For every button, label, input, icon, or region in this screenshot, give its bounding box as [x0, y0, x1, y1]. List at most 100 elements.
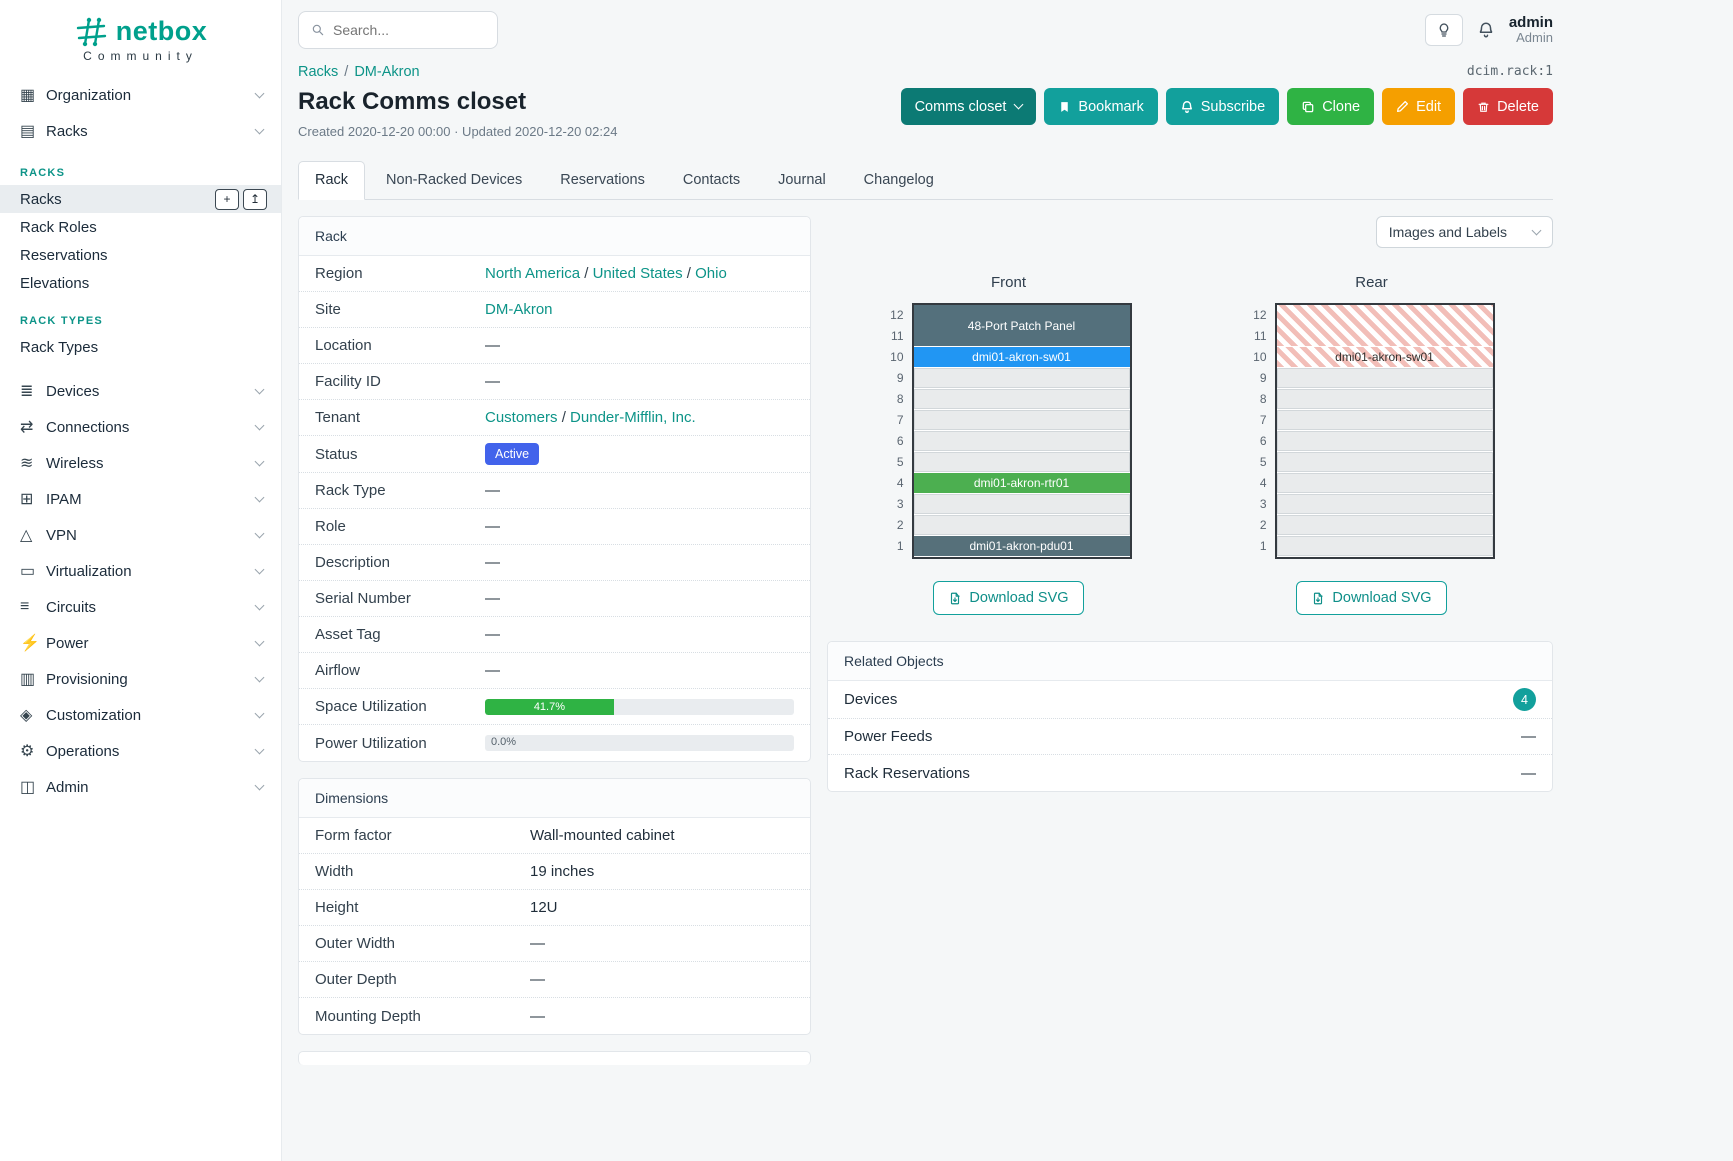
rack-unit-device[interactable]: dmi01-akron-rtr01: [913, 473, 1130, 494]
link-united-states[interactable]: United States: [592, 265, 683, 282]
rack-unit-empty: [1276, 368, 1493, 389]
dimensions-card: Dimensions Form factor Wall-mounted cabin…: [298, 778, 811, 1035]
ipam-icon: ⊞: [20, 491, 34, 508]
delete-button[interactable]: Delete: [1463, 88, 1553, 125]
unit-number: 2: [1259, 518, 1267, 532]
breadcrumb-link-dm-akron[interactable]: DM-Akron: [354, 64, 420, 80]
link-north-america[interactable]: North America: [485, 265, 581, 282]
download-svg-button-rear[interactable]: Download SVG: [1296, 581, 1447, 615]
sidebar-item-power[interactable]: ⚡ Power: [0, 625, 281, 661]
bookmark-button[interactable]: Bookmark: [1044, 88, 1158, 125]
rack-unit-device[interactable]: [1276, 305, 1493, 347]
edit-button[interactable]: Edit: [1382, 88, 1456, 125]
sidebar-item-ipam[interactable]: ⊞ IPAM: [0, 481, 281, 517]
sidebar-item-circuits[interactable]: ≡ Circuits: [0, 589, 281, 625]
sidebar-item-provisioning[interactable]: ▥ Provisioning: [0, 661, 281, 697]
user-menu[interactable]: admin Admin: [1509, 14, 1553, 46]
breadcrumb-link-racks[interactable]: Racks: [298, 64, 339, 80]
rack-unit-device[interactable]: 48-Port Patch Panel: [913, 305, 1130, 347]
user-cluster: admin Admin: [1424, 14, 1553, 46]
rack-unit-device[interactable]: dmi01-akron-pdu01: [913, 536, 1130, 557]
unit-number: 5: [1259, 455, 1267, 469]
sidebar-item-rack-roles[interactable]: Rack Roles: [20, 218, 97, 236]
unit-number: 1: [1259, 539, 1267, 553]
user-role: Admin: [1516, 30, 1553, 46]
sidebar-item-reservations[interactable]: Reservations: [20, 246, 108, 264]
sidebar-item-virtualization[interactable]: ▭ Virtualization: [0, 553, 281, 589]
detail-row-tenant: Tenant Customers / Dunder-Mifflin, Inc.: [299, 400, 810, 436]
sidebar-item-customization[interactable]: ◈ Customization: [0, 697, 281, 733]
unit-number: 5: [896, 455, 904, 469]
detail-row-mounting-depth: Mounting Depth —: [315, 1007, 545, 1025]
related-row-power-feeds[interactable]: Power Feeds —: [828, 719, 1552, 755]
status-badge: Active: [485, 443, 540, 465]
sidebar-item-racks[interactable]: ▤ Racks: [0, 113, 281, 149]
notifications-bell-button[interactable]: [1477, 21, 1495, 39]
sidebar-item-organization[interactable]: ▦ Organization: [0, 77, 281, 113]
provisioning-icon: ▥: [20, 671, 36, 688]
tag-dropdown-button[interactable]: Comms closet: [900, 88, 1037, 125]
elevation-mode-select[interactable]: Images and Labels: [1375, 216, 1553, 248]
sidebar-item-admin[interactable]: ◫ Admin: [0, 769, 281, 805]
link-customers[interactable]: Customers: [485, 409, 558, 426]
lightbulb-icon: [1439, 23, 1449, 37]
bell-icon: [1479, 22, 1493, 38]
unit-number: 8: [896, 392, 904, 406]
link-dm-akron[interactable]: DM-Akron: [485, 301, 553, 318]
chevron-down-icon: [254, 564, 265, 574]
sidebar-item-operations[interactable]: ⚙ Operations: [0, 733, 281, 769]
sidebar-item-devices[interactable]: ≣ Devices: [0, 373, 281, 409]
search-input[interactable]: [332, 22, 485, 38]
empty-value: —: [1521, 764, 1536, 782]
sidebar-item-elevations[interactable]: Elevations: [20, 274, 90, 292]
elevation-title-front: Front: [990, 274, 1026, 291]
rack-unit-empty: [913, 368, 1130, 389]
sidebar-item-racks[interactable]: Racks + ↥: [0, 185, 281, 213]
trash-icon: [1478, 102, 1489, 112]
search-icon: [312, 24, 324, 36]
page-meta: Created 2020-12-20 00:00 · Updated 2020-…: [298, 124, 618, 139]
rack-unit-empty: [913, 410, 1130, 431]
related-row-rack-reservations[interactable]: Rack Reservations —: [844, 764, 1536, 782]
related-row-devices[interactable]: Devices 4: [828, 681, 1552, 719]
tab-non-racked-devices[interactable]: Non-Racked Devices: [386, 172, 523, 188]
chevron-down-icon: [254, 420, 265, 430]
search-box[interactable]: [298, 11, 498, 49]
rack-unit-device[interactable]: dmi01-akron-sw01: [913, 347, 1130, 368]
subscribe-button[interactable]: Subscribe: [1165, 88, 1280, 125]
clone-button[interactable]: Clone: [1287, 88, 1375, 125]
link-dunder-mifflin-inc[interactable]: Dunder-Mifflin, Inc.: [570, 409, 696, 426]
bookmark-icon: [1061, 101, 1069, 112]
sidebar-item-wireless[interactable]: ≋ Wireless: [0, 445, 281, 481]
tab-rack[interactable]: Rack: [298, 161, 366, 200]
rack-elevations: Front 12 11 10 9 8 7 6 5 4 3 2 1 48-Port Patch Panel d…: [827, 274, 1553, 615]
rack-unit-device[interactable]: dmi01-akron-sw01: [1276, 347, 1493, 368]
connections-icon: ⇄: [20, 419, 34, 436]
sidebar-item-connections[interactable]: ⇄ Connections: [0, 409, 281, 445]
plus-button[interactable]: +: [215, 188, 239, 210]
link-ohio[interactable]: Ohio: [695, 265, 727, 282]
netbox-logo[interactable]: netbox Community: [0, 10, 281, 77]
theme-toggle-button[interactable]: [1424, 14, 1463, 46]
tab-contacts[interactable]: Contacts: [682, 172, 741, 188]
unit-number: 10: [890, 350, 904, 364]
unit-number: 12: [890, 308, 904, 322]
elevation-rear: Rear 12 11 10 9 8 7 6 5 4 3 2 1 dmi01-akron-sw01 Downl…: [1249, 274, 1495, 615]
tab-changelog[interactable]: Changelog: [863, 172, 934, 188]
right-column: Images and Labels Front 12 11 10 9 8 7 6 5 4 3 2 1 48…: [827, 216, 1553, 808]
rack-unit-empty: [1276, 473, 1493, 494]
rack-unit-empty: [1276, 452, 1493, 473]
sidebar-item-rack-types[interactable]: Rack Types: [20, 338, 99, 356]
download-svg-button-front[interactable]: Download SVG: [933, 581, 1084, 615]
detail-row-airflow: Airflow —: [299, 653, 810, 689]
tab-journal[interactable]: Journal: [778, 172, 826, 188]
rack-icon: ▤: [20, 123, 36, 140]
sidebar-item-vpn[interactable]: △ VPN: [0, 517, 281, 553]
rack-unit-empty: [1276, 389, 1493, 410]
tab-reservations[interactable]: Reservations: [560, 172, 645, 188]
chevron-down-icon: [254, 88, 265, 98]
topbar: admin Admin: [298, 8, 1553, 52]
detail-row-outer-depth: Outer Depth —: [299, 962, 810, 998]
import-button[interactable]: ↥: [243, 188, 267, 210]
devices-icon: ≣: [20, 383, 34, 400]
